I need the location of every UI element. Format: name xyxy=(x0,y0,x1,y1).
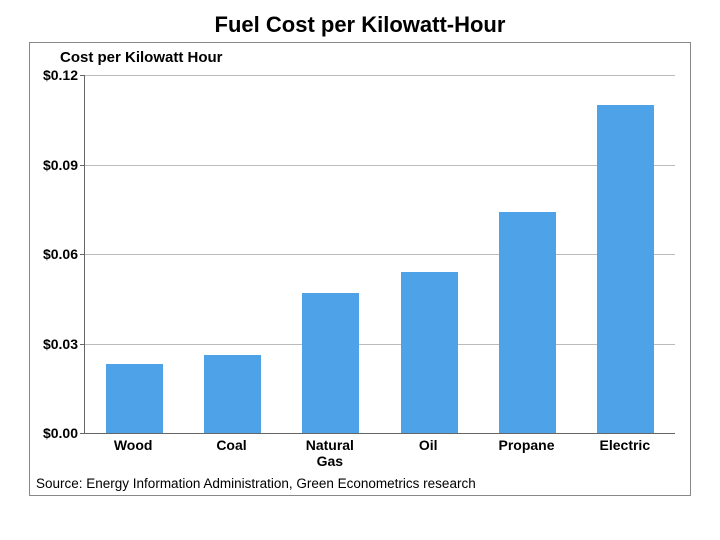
x-tick-label: Wood xyxy=(84,437,182,453)
plot-area xyxy=(84,75,675,434)
chart-frame: Cost per Kilowatt Hour $0.00 $0.03 $0.06 $0… xyxy=(29,42,691,496)
bar xyxy=(401,272,458,433)
chart-title: Fuel Cost per Kilowatt-Hour xyxy=(14,12,706,38)
bar xyxy=(499,212,556,433)
y-tick-mark xyxy=(80,254,85,255)
bar xyxy=(204,355,261,433)
source-text: Source: Energy Information Administratio… xyxy=(36,476,476,491)
gridline xyxy=(85,254,675,255)
y-tick-mark xyxy=(80,165,85,166)
gridline xyxy=(85,165,675,166)
x-tick-label: Propane xyxy=(477,437,575,453)
y-tick-label: $0.09 xyxy=(30,157,78,173)
x-tick-label: Oil xyxy=(379,437,477,453)
gridline xyxy=(85,75,675,76)
y-tick-label: $0.12 xyxy=(30,67,78,83)
y-tick-label: $0.06 xyxy=(30,246,78,262)
y-tick-mark xyxy=(80,344,85,345)
bar xyxy=(106,364,163,433)
chart-subtitle: Cost per Kilowatt Hour xyxy=(60,49,223,66)
x-tick-label: Electric xyxy=(576,437,674,453)
y-tick-label: $0.03 xyxy=(30,336,78,352)
x-tick-label: Coal xyxy=(182,437,280,453)
bar xyxy=(302,293,359,433)
bar xyxy=(597,105,654,433)
y-tick-mark xyxy=(80,433,85,434)
y-tick-label: $0.00 xyxy=(30,425,78,441)
y-tick-mark xyxy=(80,75,85,76)
gridline xyxy=(85,344,675,345)
x-tick-label: NaturalGas xyxy=(281,437,379,469)
chart-container: Fuel Cost per Kilowatt-Hour Cost per Kil… xyxy=(14,12,706,528)
